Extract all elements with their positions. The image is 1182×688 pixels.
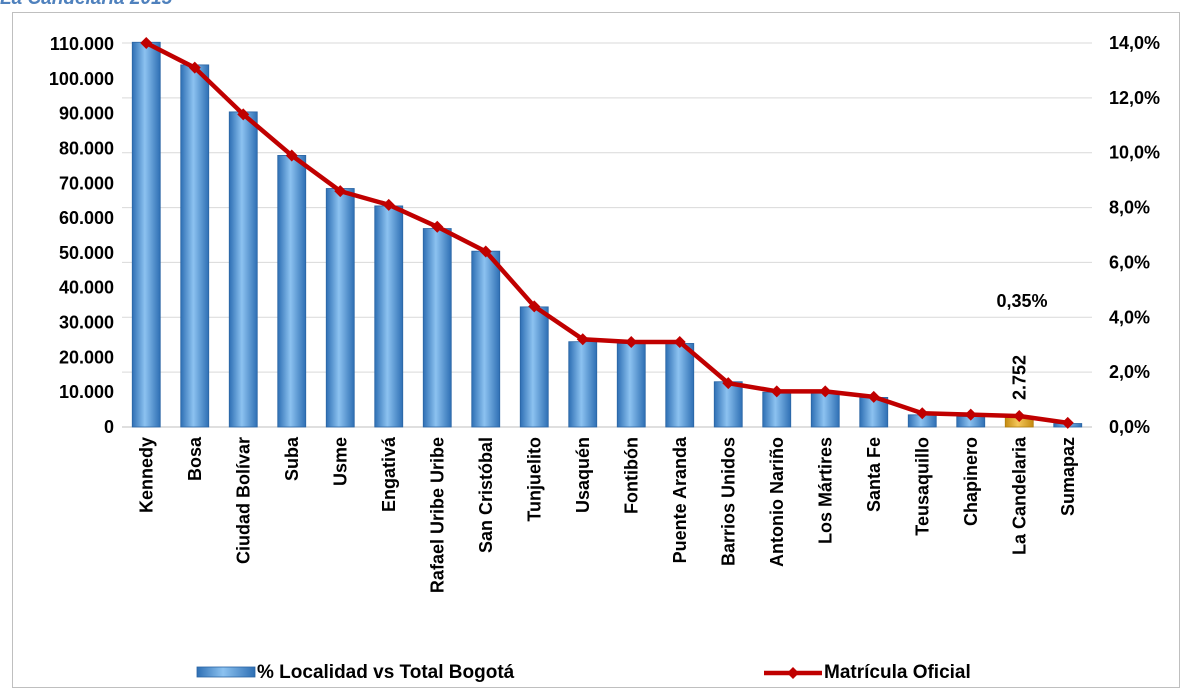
line-marker-6 (431, 220, 444, 233)
bar-kennedy (131, 41, 161, 428)
line-marker-9 (576, 333, 589, 346)
category-label: Fontibón (621, 437, 641, 514)
right-tick-label: 2,0% (1109, 362, 1150, 382)
grid-lines (122, 42, 1092, 428)
line-marker-5 (382, 198, 395, 211)
left-tick-label: 60.000 (59, 208, 114, 228)
category-label: Usaquén (573, 437, 593, 513)
bar-suba (277, 155, 307, 428)
left-tick-label: 50.000 (59, 243, 114, 263)
legend-label-bar: % Localidad vs Total Bogotá (257, 662, 515, 683)
line-marker-8 (528, 300, 541, 313)
line-marker-2 (237, 108, 250, 121)
bar-engativá (374, 205, 404, 428)
line-series (140, 37, 1074, 429)
line-marker-0 (140, 37, 153, 49)
bar-bosa (180, 64, 210, 428)
bar-ciudad-bolívar (228, 111, 258, 428)
category-label: Teusaquillo (912, 437, 932, 536)
legend (196, 666, 822, 679)
annotations: 0,35% 2.752 (996, 291, 1047, 400)
right-tick-label: 4,0% (1109, 307, 1150, 327)
left-axis: 0 10.000 20.000 30.000 40.000 50.000 60.000 70.… (49, 34, 114, 437)
left-tick-label: 0 (104, 417, 114, 437)
bar-usme (325, 188, 355, 428)
bar-puente-aranda (665, 343, 695, 428)
line-marker-18 (1013, 410, 1026, 423)
bar-san-cristóbal (471, 250, 501, 428)
bar-rafael-uribe-uribe (422, 228, 452, 428)
left-tick-label: 30.000 (59, 313, 114, 333)
category-label: Puente Aranda (670, 436, 690, 563)
line-marker-12 (722, 377, 735, 390)
line-marker-1 (188, 61, 201, 74)
category-label: La Candelaria (1009, 436, 1029, 555)
line-marker-11 (673, 335, 686, 348)
right-axis: 0,0% 2,0% 4,0% 6,0% 8,0% 10,0% 12,0% 14,0% (1109, 33, 1160, 437)
line-marker-16 (916, 407, 929, 420)
category-label: Barrios Unidos (718, 437, 738, 566)
line-marker-4 (334, 185, 347, 198)
right-tick-label: 14,0% (1109, 33, 1160, 53)
left-tick-label: 90.000 (59, 104, 114, 124)
category-label: Chapinero (961, 437, 981, 526)
line-marker-13 (770, 385, 783, 398)
category-label: Santa Fe (864, 437, 884, 512)
category-label: Usme (330, 437, 350, 486)
category-label: Ciudad Bolívar (233, 437, 253, 564)
annotation-percent: 0,35% (996, 291, 1047, 311)
line-marker-17 (964, 408, 977, 421)
bar-tunjuelito (519, 306, 549, 428)
category-label: Antonio Nariño (767, 437, 787, 567)
line-marker-7 (479, 245, 492, 258)
bar-antonio-nariño (762, 391, 792, 428)
left-tick-label: 100.000 (49, 69, 114, 89)
category-label: Sumapaz (1058, 437, 1078, 516)
right-tick-label: 6,0% (1109, 252, 1150, 272)
category-label: Tunjuelito (524, 437, 544, 522)
bar-fontibón (616, 343, 646, 428)
legend-swatch-marker (787, 667, 799, 679)
left-tick-label: 80.000 (59, 138, 114, 158)
bar-los-mártires (810, 391, 840, 428)
line-marker-3 (285, 149, 298, 162)
left-tick-label: 70.000 (59, 173, 114, 193)
legend-swatch-bar (196, 666, 256, 678)
category-label: Bosa (185, 436, 205, 481)
right-tick-label: 10,0% (1109, 143, 1160, 163)
line-marker-15 (867, 390, 880, 403)
left-tick-label: 110.000 (50, 34, 114, 54)
category-label: Suba (282, 436, 302, 481)
category-label: Kennedy (136, 437, 156, 513)
category-label: Rafael Uribe Uribe (427, 437, 447, 593)
left-tick-label: 10.000 (59, 382, 114, 402)
annotation-value: 2.752 (1009, 355, 1029, 400)
bar-series (131, 41, 1083, 428)
legend-label-line: Matrícula Oficial (824, 662, 971, 683)
line-marker-19 (1061, 416, 1074, 429)
bar-barrios-unidos (713, 381, 743, 428)
line-marker-10 (625, 335, 638, 348)
category-axis: Kennedy Bosa Ciudad Bolívar Suba Usme Engativ… (136, 436, 1078, 593)
right-tick-label: 0,0% (1109, 417, 1150, 437)
right-tick-label: 8,0% (1109, 198, 1150, 218)
line-marker-14 (819, 385, 832, 398)
category-label: San Cristóbal (476, 437, 496, 553)
category-label: Los Mártires (815, 437, 835, 544)
chart-title: La Candelaria 2015 (0, 0, 172, 10)
bar-usaquén (568, 341, 598, 428)
category-label: Engativá (379, 436, 399, 512)
left-tick-label: 40.000 (59, 278, 114, 298)
line-matricula-oficial (145, 40, 1069, 426)
right-tick-label: 12,0% (1109, 88, 1160, 108)
left-tick-label: 20.000 (59, 347, 114, 367)
